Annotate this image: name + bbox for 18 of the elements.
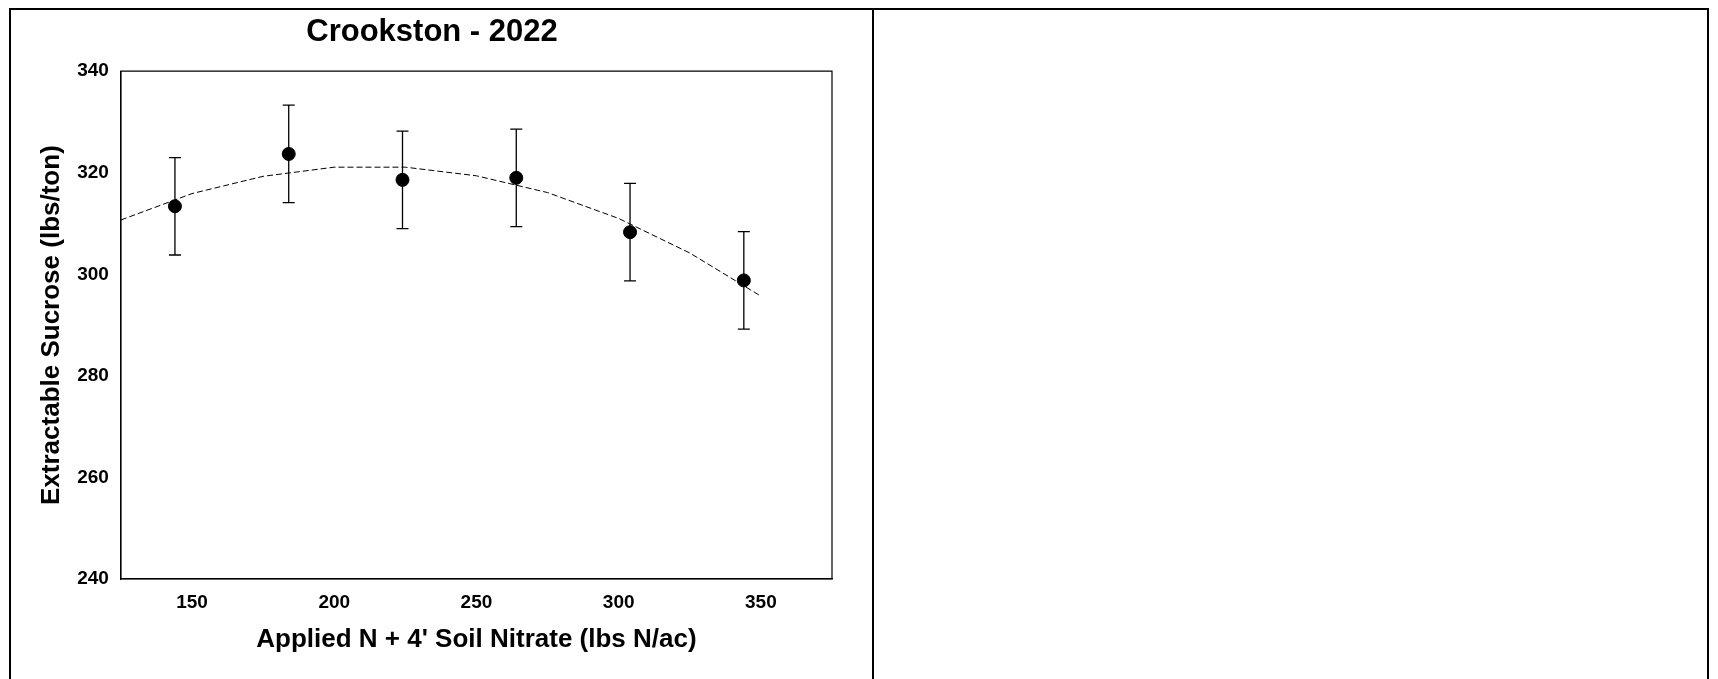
x-tick-label: 150	[176, 590, 208, 612]
point	[736, 273, 751, 288]
x-tick-label: 300	[602, 590, 635, 612]
y-tick-label: 340	[77, 59, 109, 81]
y-tick-label: 320	[77, 160, 109, 182]
x-tick-label: 250	[460, 590, 493, 612]
point	[509, 170, 524, 185]
y-axis-title: Extractable Sucrose (lbs/ton)	[34, 145, 65, 505]
x-tick-label: 200	[318, 590, 351, 612]
x-axis-title: Applied N + 4' Soil Nitrate (lbs N/ac)	[256, 622, 697, 653]
y-tick-label: 240	[77, 567, 109, 589]
chart-title: Crookston - 2022	[306, 13, 558, 49]
y-tick-label: 300	[77, 262, 109, 284]
y-tick-label: 260	[77, 465, 109, 487]
y-tick-label: 280	[77, 364, 109, 386]
point	[281, 146, 296, 161]
point	[395, 172, 410, 187]
x-tick-label: 350	[745, 590, 777, 612]
